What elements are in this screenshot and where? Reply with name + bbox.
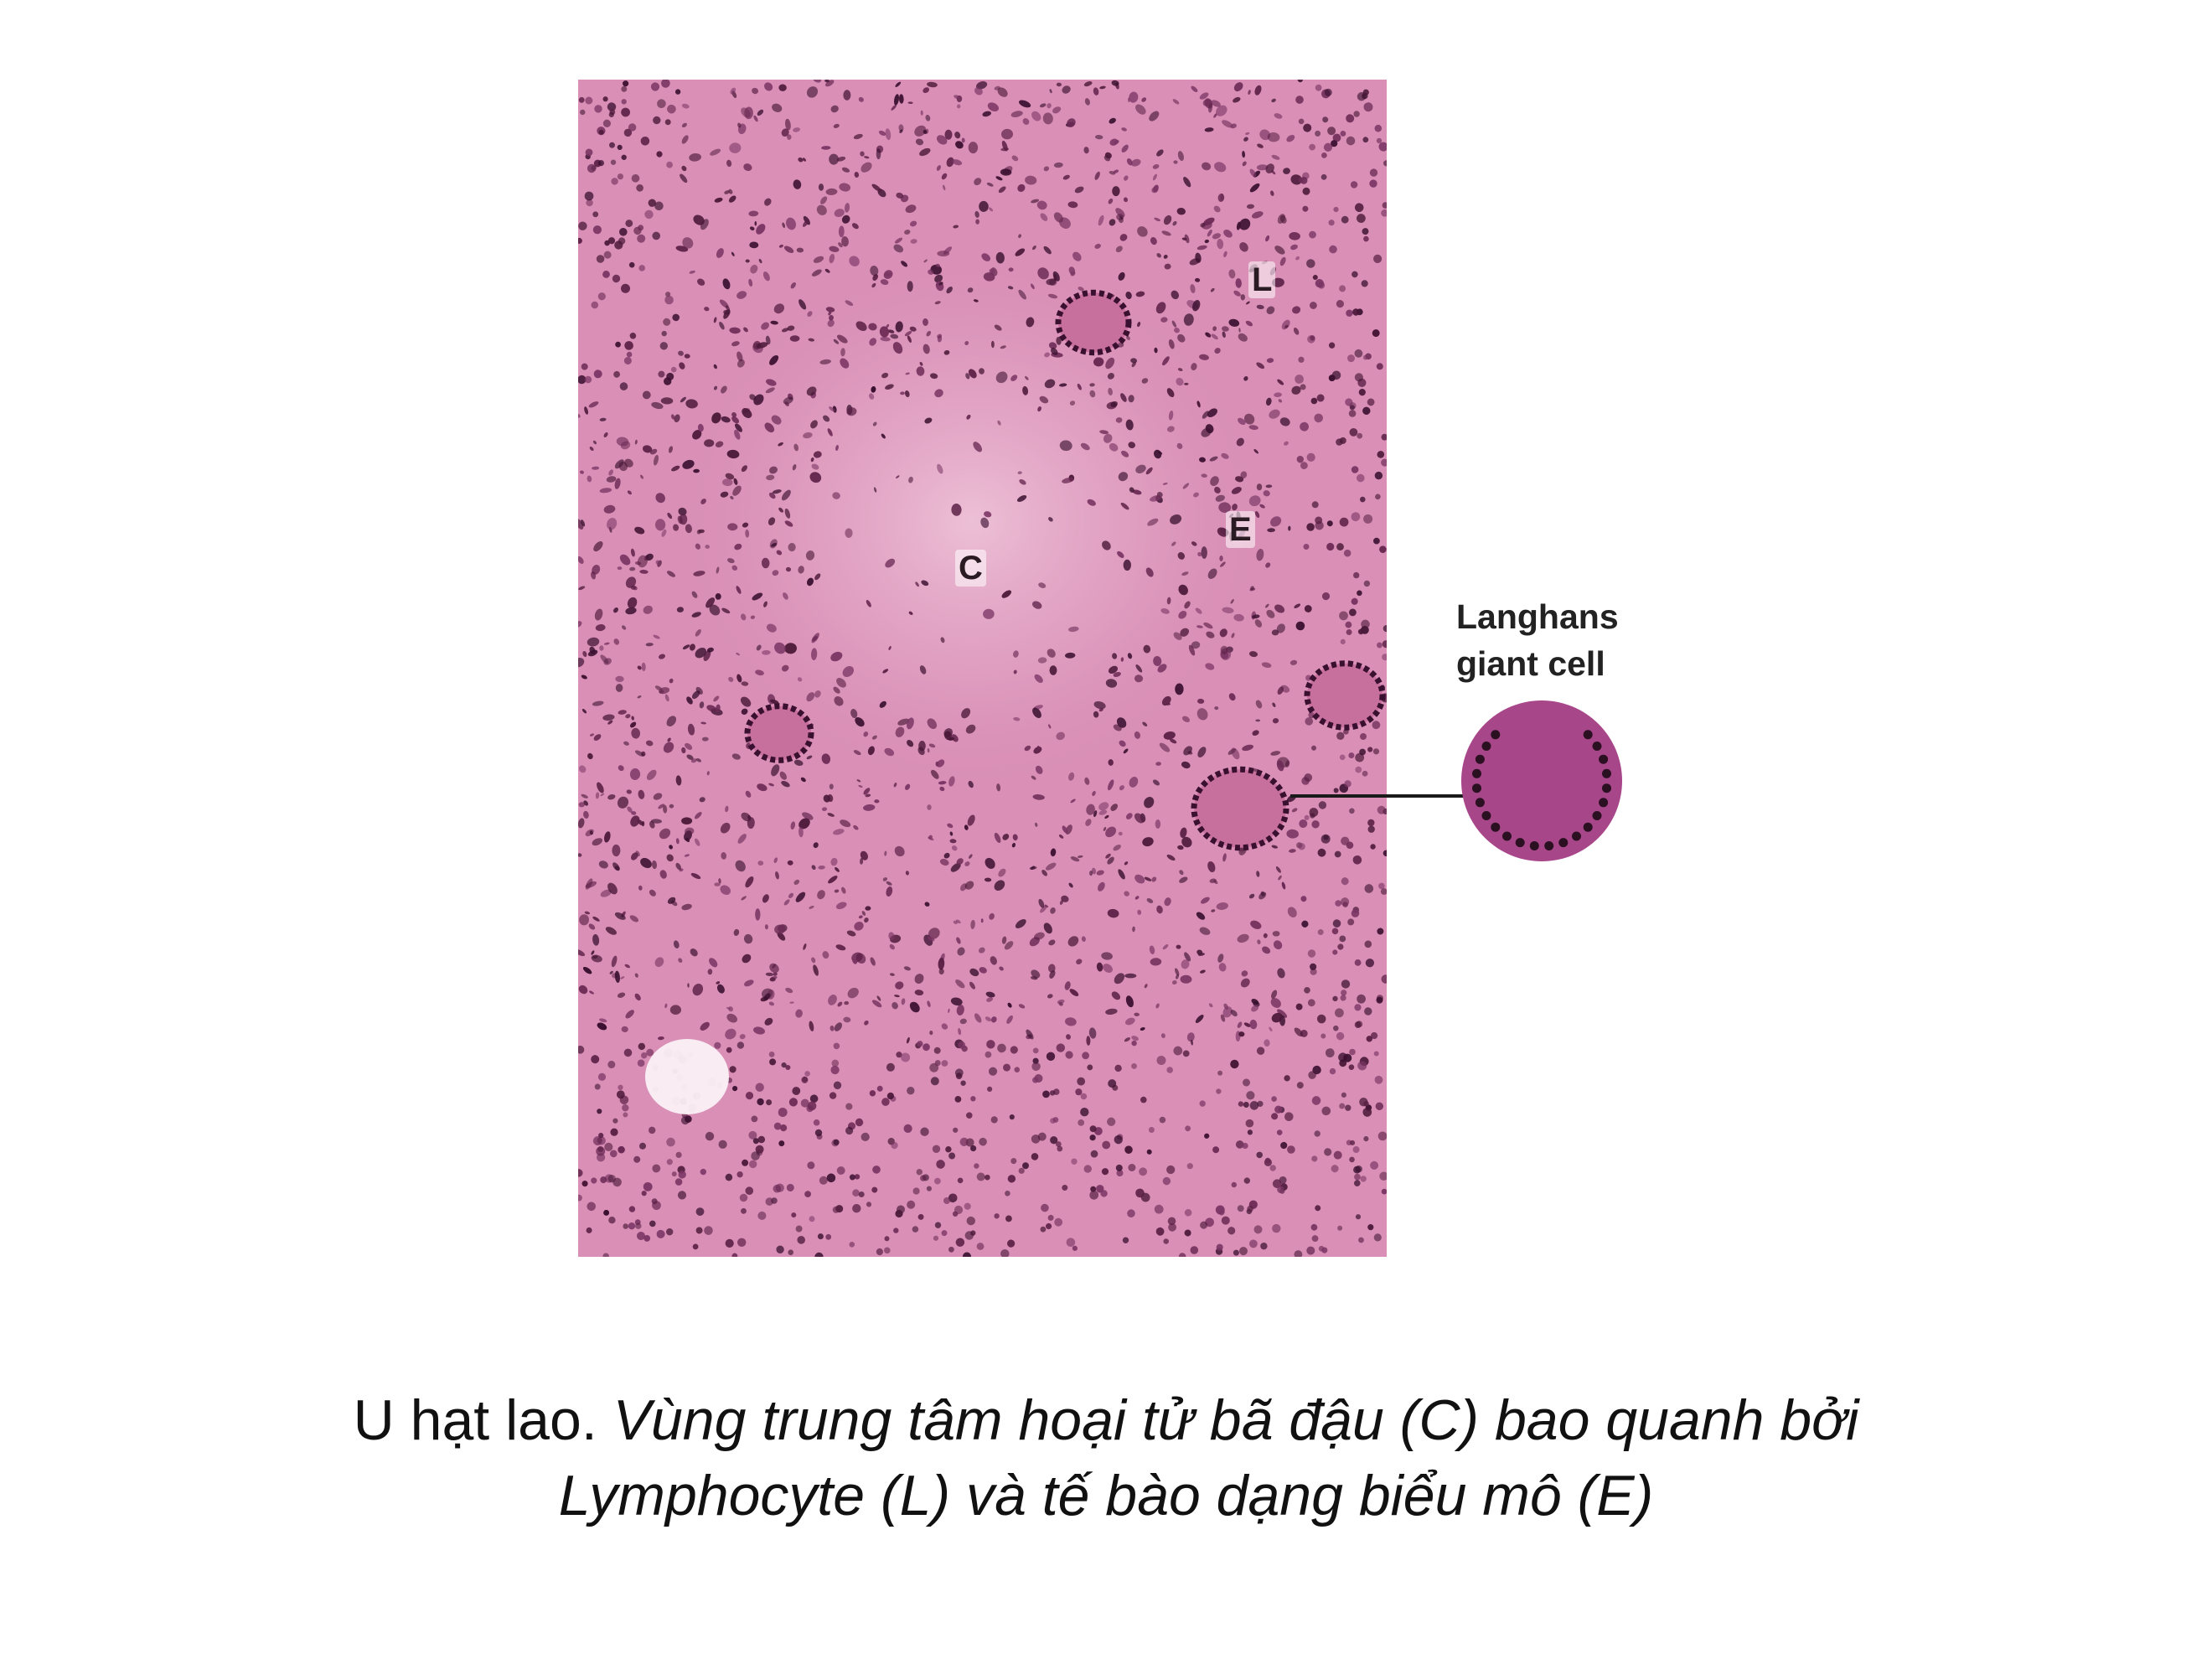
langhans-annotation: Langhans giant cell xyxy=(1456,593,1674,687)
langhans-giant-cell-diagram-icon xyxy=(1461,700,1622,861)
lymphocyte-label: L xyxy=(1248,261,1276,298)
caption-line-1: U hạt lao. Vùng trung tâm hoại tử bã đậu… xyxy=(0,1382,2212,1458)
caption-italic-1: Vùng trung tâm hoại tử bã đậu (C) bao qu… xyxy=(612,1388,1859,1452)
histology-micrograph xyxy=(578,80,1387,1257)
figure-caption: U hạt lao. Vùng trung tâm hoại tử bã đậu… xyxy=(0,1382,2212,1533)
annotation-line-1: Langhans xyxy=(1456,597,1619,636)
annotation-line-2: giant cell xyxy=(1456,644,1605,683)
caption-lead: U hạt lao. xyxy=(353,1388,597,1452)
epithelioid-label: E xyxy=(1226,511,1255,548)
tissue-texture xyxy=(578,80,1387,1257)
caseous-center-label: C xyxy=(955,550,986,587)
caption-line-2: Lymphocyte (L) và tế bào dạng biểu mô (E… xyxy=(0,1458,2212,1533)
pointer-line xyxy=(1290,794,1475,798)
caption-italic-2: Lymphocyte (L) và tế bào dạng biểu mô (E… xyxy=(558,1464,1654,1527)
